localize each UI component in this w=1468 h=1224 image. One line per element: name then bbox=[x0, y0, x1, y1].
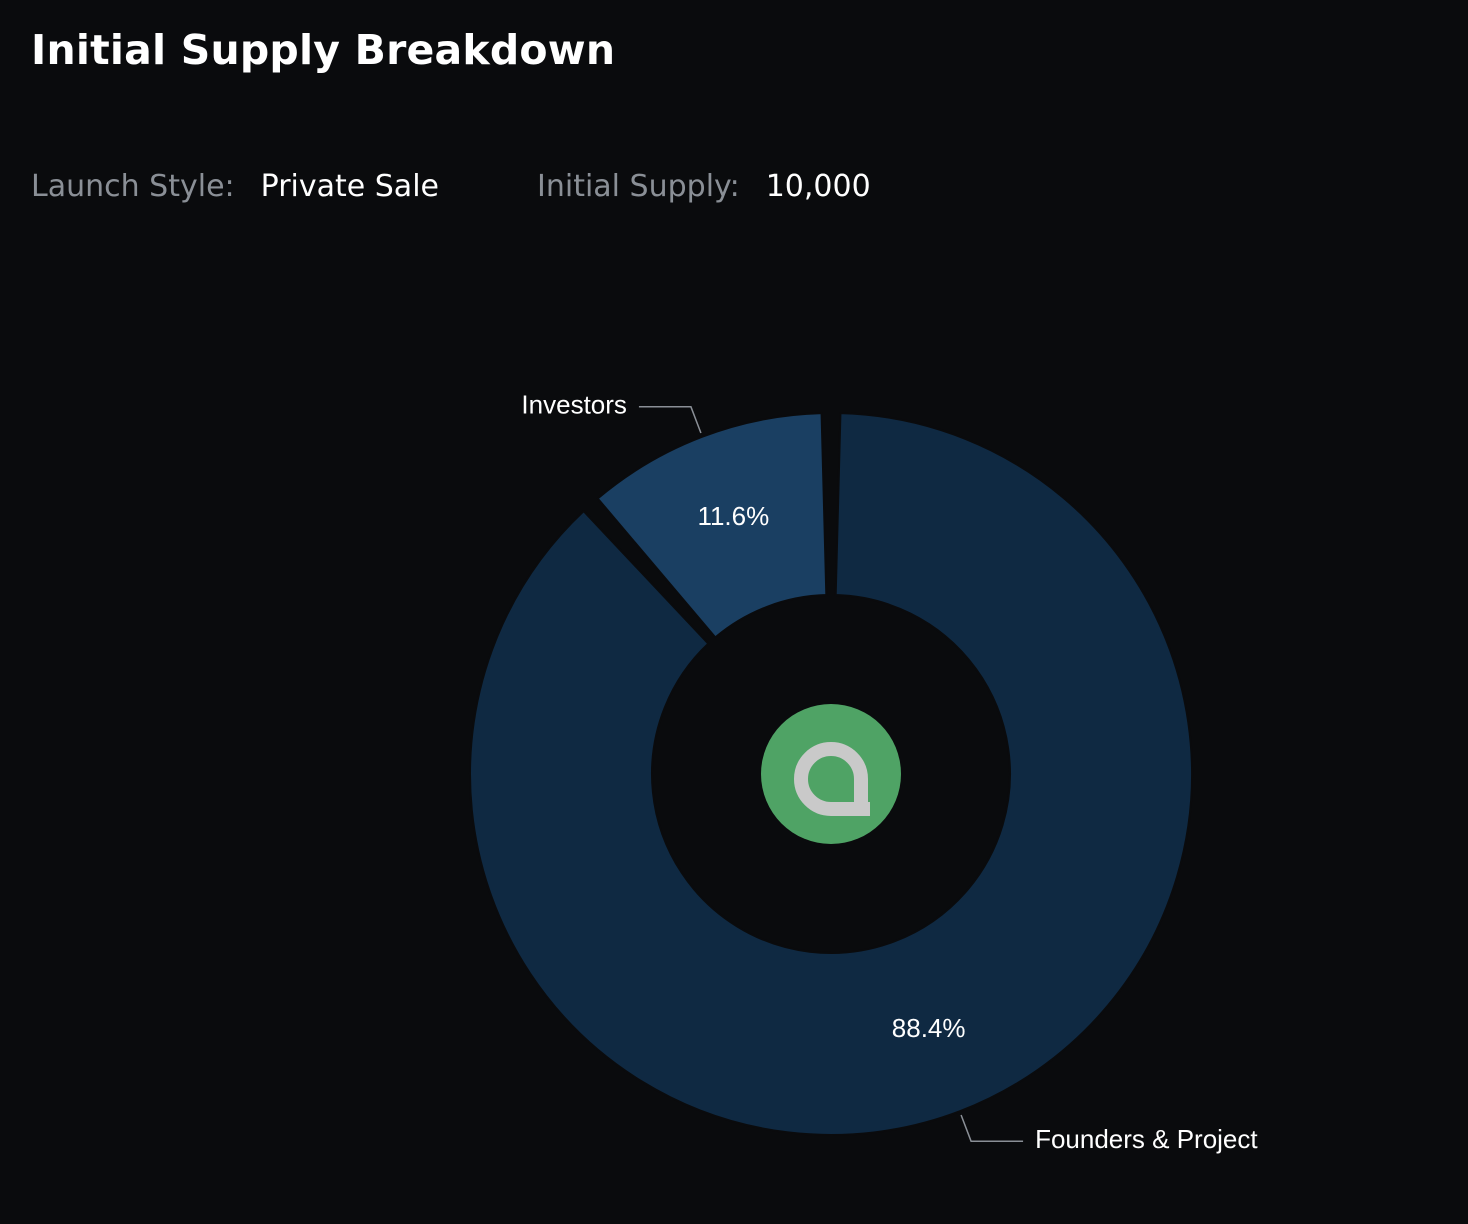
initial-supply-group: Initial Supply: 10,000 bbox=[537, 169, 871, 204]
callout-label-founders-project: Founders & Project bbox=[1035, 1124, 1258, 1154]
logo-glyph-icon bbox=[794, 742, 870, 816]
launch-style-group: Launch Style: Private Sale bbox=[31, 169, 439, 204]
callout-line-investors bbox=[638, 406, 702, 434]
slice-investors[interactable] bbox=[596, 412, 828, 639]
logo-circle-icon bbox=[761, 704, 901, 844]
launch-style-value: Private Sale bbox=[260, 168, 439, 204]
callout-label-investors: Investors bbox=[521, 390, 627, 420]
supply-meta-row: Launch Style: Private Sale Initial Suppl… bbox=[31, 164, 871, 208]
slice-value-label-founders-project: 88.4% bbox=[892, 1013, 966, 1043]
initial-supply-label: Initial Supply: bbox=[537, 168, 740, 204]
slice-value-label-investors: 11.6% bbox=[697, 501, 769, 531]
launch-style-label: Launch Style: bbox=[31, 168, 235, 204]
donut-slices bbox=[469, 412, 1193, 1136]
center-logo bbox=[761, 704, 901, 844]
page-title: Initial Supply Breakdown bbox=[31, 26, 616, 74]
donut-slice-labels: 88.4% 11.6% bbox=[697, 501, 965, 1043]
donut-callouts: Founders & Project Investors bbox=[521, 390, 1258, 1154]
slice-founders-project[interactable] bbox=[469, 412, 1193, 1136]
initial-supply-value: 10,000 bbox=[765, 168, 871, 204]
callout-line-founders-project bbox=[960, 1114, 1024, 1142]
